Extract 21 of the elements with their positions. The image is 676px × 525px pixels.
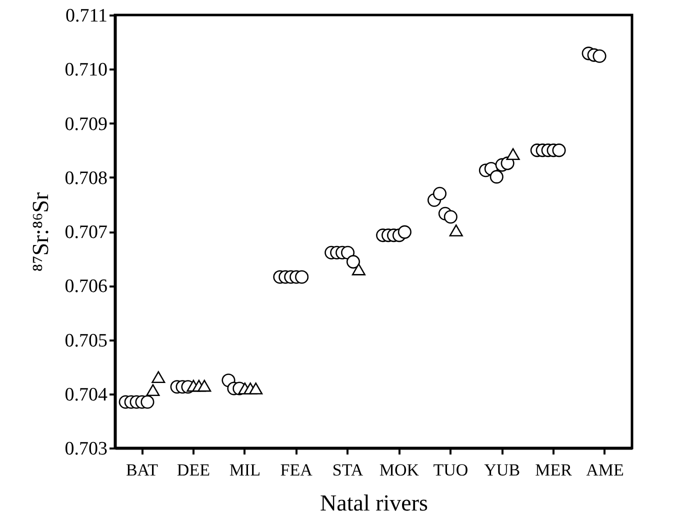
- x-tick-label: FEA: [280, 460, 314, 480]
- x-tick-label: YUB: [484, 460, 520, 480]
- x-tick-label: AME: [586, 460, 624, 480]
- x-tick-label: MER: [535, 460, 573, 480]
- x-tick-label: MOK: [379, 460, 420, 480]
- y-tick-label: 0.705: [64, 330, 108, 352]
- y-tick-label: 0.709: [64, 114, 108, 135]
- y-axis-title: ⁸⁷Sr:⁸⁶Sr: [28, 192, 53, 272]
- x-tick-label: DEE: [176, 460, 210, 480]
- y-tick-label: 0.704: [64, 384, 108, 406]
- x-tick-label: TUO: [433, 460, 468, 480]
- y-tick-label: 0.706: [64, 276, 108, 298]
- y-tick-label: 0.710: [64, 60, 108, 81]
- x-tick-label: STA: [332, 460, 364, 480]
- y-tick-label: 0.708: [64, 168, 108, 189]
- x-tick-label: MIL: [229, 460, 260, 480]
- x-tick-label: BAT: [126, 460, 159, 480]
- x-axis-title: Natal rivers: [320, 490, 428, 516]
- y-tick-label: 0.707: [64, 222, 108, 243]
- y-tick-label: 0.703: [64, 438, 108, 460]
- y-tick-label: 0.711: [65, 6, 108, 26]
